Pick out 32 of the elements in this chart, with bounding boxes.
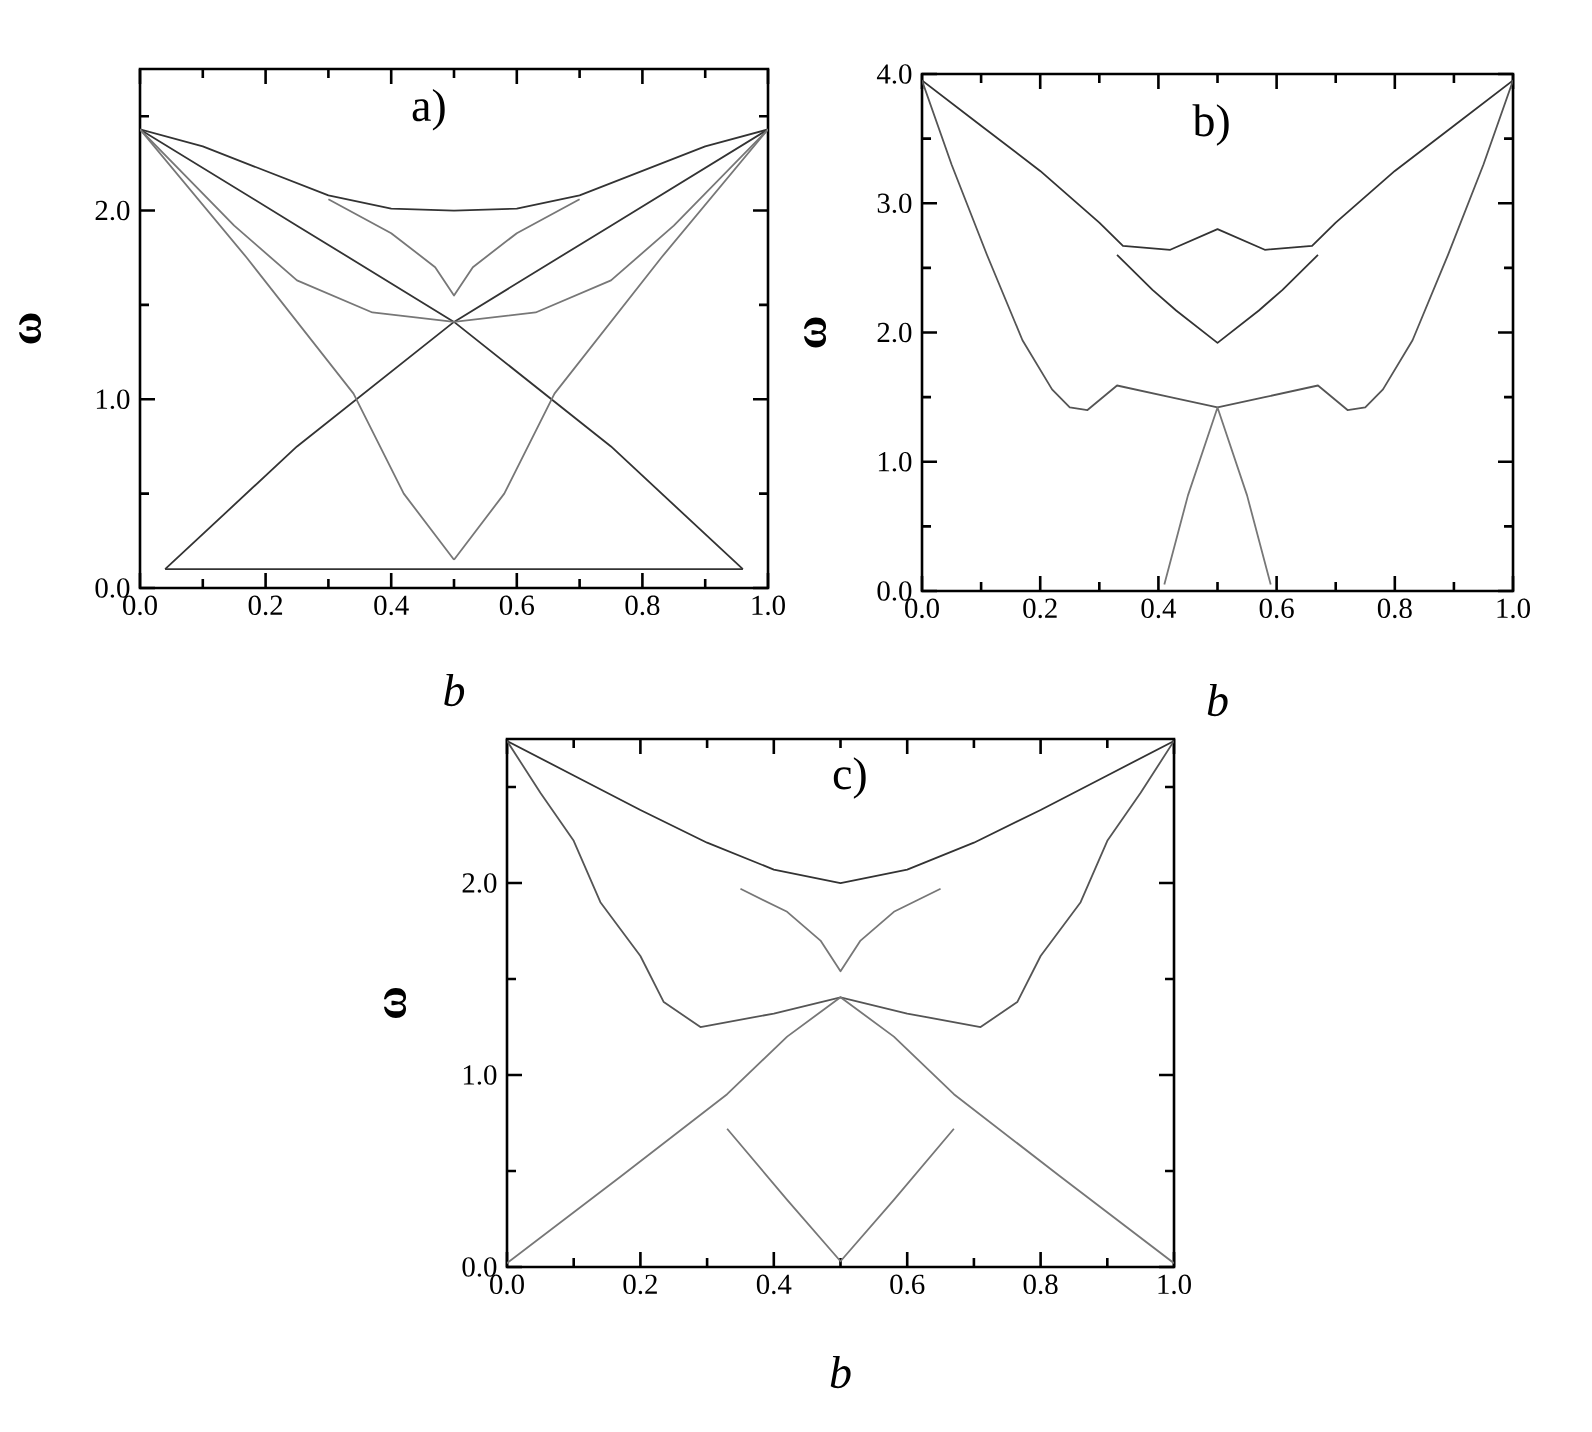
x-tick-label: 0.2 — [1023, 598, 1057, 619]
x-axis-title: b — [444, 673, 465, 707]
x-axis-title: b — [830, 1355, 851, 1389]
y-axis-title: ω — [383, 988, 407, 1018]
y-tick-label: 3.0 — [877, 193, 912, 214]
x-tick-label: 0.2 — [248, 595, 283, 616]
x-tick-label: 0.4 — [756, 1274, 792, 1295]
x-tick-label: 0.8 — [625, 595, 660, 616]
y-axis-title: ω — [803, 317, 827, 348]
x-axis-title: b — [1207, 683, 1228, 717]
x-tick-label: 0.8 — [1023, 1274, 1058, 1295]
x-tick-label: 1.0 — [752, 595, 785, 616]
x-tick-label: 0.6 — [1259, 598, 1294, 619]
y-tick-label: 2.0 — [462, 873, 497, 893]
chart-title: a) — [412, 88, 445, 131]
x-tick-label: 0.4 — [1141, 598, 1177, 619]
x-tick-label: 0.6 — [890, 1274, 925, 1295]
x-tick-label: 0.6 — [499, 595, 534, 616]
y-tick-label: 1.0 — [463, 1065, 497, 1085]
y-tick-label: 2.0 — [877, 322, 912, 343]
y-tick-label: 4.0 — [876, 64, 912, 84]
x-tick-label: 0.4 — [374, 595, 409, 616]
x-tick-label: 0.8 — [1377, 598, 1412, 619]
y-tick-label: 2.0 — [95, 200, 130, 221]
y-axis-title: ω — [18, 313, 42, 344]
chart-title: c) — [833, 757, 866, 799]
x-tick-label: 0.2 — [623, 1274, 657, 1295]
text: b) — [1192, 104, 1229, 146]
x-tick-label: 1.0 — [1497, 598, 1530, 619]
y-tick-label: 1.0 — [96, 389, 130, 410]
x-tick-label: 1.0 — [1158, 1274, 1191, 1295]
y-tick-label: 1.0 — [878, 451, 912, 472]
